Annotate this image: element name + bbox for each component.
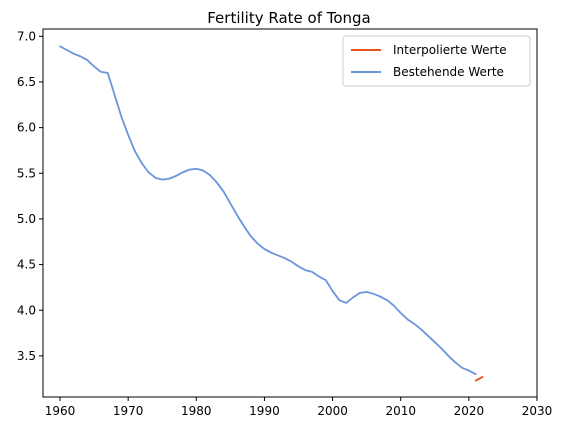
x-tick-label: 2000 — [317, 404, 348, 418]
y-axis: 3.5 4.0 4.5 5.0 5.5 6.0 6.5 7.0 — [17, 29, 43, 363]
y-tick-label: 6.5 — [17, 75, 36, 89]
x-tick-label: 1970 — [113, 404, 144, 418]
plot-lines — [59, 45, 484, 382]
x-tick-label: 1990 — [249, 404, 280, 418]
legend-box — [342, 35, 531, 87]
chart-title: Fertility Rate of Tonga — [207, 9, 371, 27]
x-tick-label: 2020 — [454, 404, 485, 418]
y-tick-label: 5.5 — [17, 166, 36, 180]
y-tick-label: 7.0 — [17, 29, 36, 43]
x-tick-label: 1960 — [45, 404, 76, 418]
x-tick-label: 1980 — [181, 404, 212, 418]
y-tick-label: 3.5 — [17, 349, 36, 363]
x-axis: 1960 1970 1980 1990 2000 2010 2020 2030 — [45, 397, 553, 418]
y-tick-label: 5.0 — [17, 212, 36, 226]
x-tick-label: 2010 — [385, 404, 416, 418]
y-tick-label: 6.0 — [17, 121, 36, 135]
plot-frame — [42, 28, 538, 398]
series-line-interpolated — [474, 376, 484, 382]
series-line-existing — [59, 45, 477, 376]
legend-label-existing: Bestehende Werte — [393, 65, 504, 79]
y-tick-label: 4.0 — [17, 303, 36, 317]
legend: Interpolierte Werte Bestehende Werte — [342, 35, 531, 87]
x-tick-label: 2030 — [522, 404, 553, 418]
y-tick-label: 4.5 — [17, 258, 36, 272]
legend-label-interpolated: Interpolierte Werte — [393, 43, 507, 57]
